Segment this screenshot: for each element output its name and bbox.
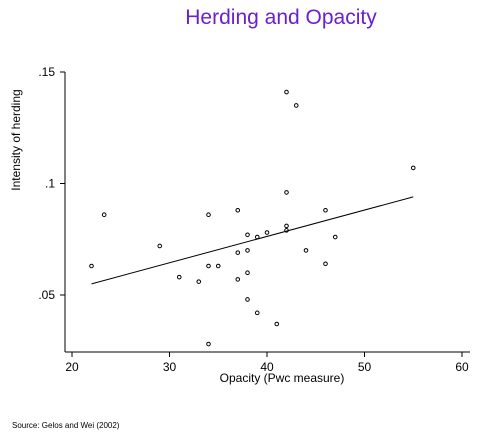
data-point <box>264 230 270 235</box>
data-point <box>323 207 328 213</box>
data-point <box>206 341 211 347</box>
data-point <box>206 212 211 218</box>
data-point <box>410 165 416 171</box>
x-tick-label: 60 <box>455 360 469 374</box>
data-point <box>254 310 260 316</box>
x-tick-label: 20 <box>65 360 79 374</box>
data-point <box>254 234 260 240</box>
data-point <box>176 274 182 280</box>
data-point <box>284 228 289 233</box>
x-tick-label: 30 <box>163 360 177 374</box>
y-tick-label: .1 <box>45 177 55 191</box>
source-note: Source: Gelos and Wei (2002) <box>12 421 120 430</box>
data-point <box>215 263 221 269</box>
data-point <box>206 263 211 269</box>
y-axis-ticks: .05 .1 .15 <box>38 65 65 302</box>
y-tick-label: .05 <box>38 288 55 302</box>
data-points <box>89 89 416 347</box>
y-axis-label: Intensity of herding <box>9 89 23 190</box>
data-point <box>274 321 280 327</box>
data-point <box>323 261 328 267</box>
data-point <box>332 234 338 240</box>
data-point <box>101 212 107 218</box>
data-point <box>245 270 250 276</box>
x-axis-label: Opacity (Pwc measure) <box>220 371 345 385</box>
regression-line <box>91 196 414 285</box>
data-point <box>157 243 163 249</box>
x-tick-label: 40 <box>260 360 274 374</box>
data-point <box>89 263 94 269</box>
data-point <box>284 89 289 95</box>
data-point <box>235 207 241 213</box>
x-tick-label: 50 <box>358 360 372 374</box>
data-point <box>284 223 289 229</box>
data-point <box>235 277 241 282</box>
chart-title: Herding and Opacity <box>185 6 377 29</box>
data-point <box>293 103 299 108</box>
y-tick-label: .15 <box>38 65 55 79</box>
data-point <box>245 232 250 238</box>
x-axis-ticks: 20 30 40 50 60 <box>65 352 469 374</box>
data-point <box>196 279 202 284</box>
data-point <box>284 190 289 195</box>
data-point <box>303 248 309 253</box>
data-point <box>235 250 241 255</box>
data-point <box>245 248 250 253</box>
data-point <box>245 297 250 302</box>
